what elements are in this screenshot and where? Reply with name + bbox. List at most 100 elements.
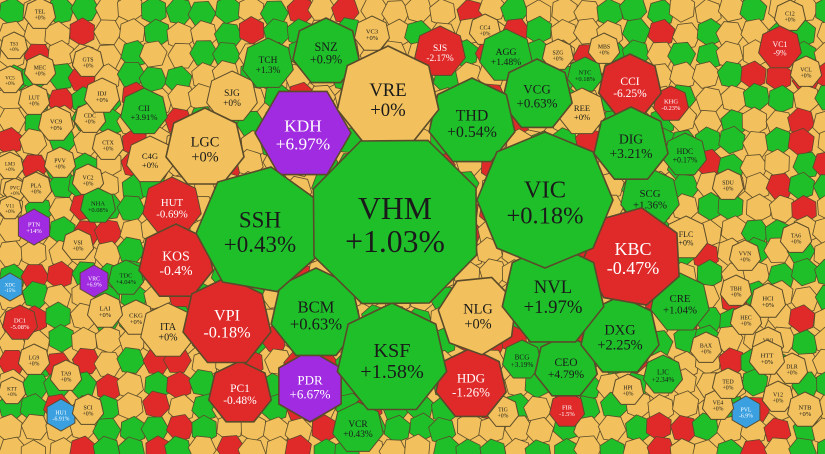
cell-shape [0, 65, 25, 94]
filler-tile [554, 438, 580, 454]
filler-tile [812, 174, 825, 200]
cell-shape [758, 25, 802, 69]
filler-tile [669, 438, 696, 454]
filler-tile [238, 16, 265, 45]
cell-shape [711, 168, 745, 200]
cell-shape [789, 55, 823, 87]
cell-vic[interactable]: VIC+0.18% [476, 131, 614, 269]
cell-vhm[interactable]: VHM+1.03% [312, 139, 478, 305]
filler-tile [791, 195, 817, 224]
cell-shape [749, 282, 787, 318]
filler-tile [718, 125, 746, 155]
cell-shape [120, 87, 168, 135]
cell-shape [182, 276, 272, 364]
cell-shape [336, 302, 448, 411]
filler-tile [714, 325, 744, 353]
filler-tile [816, 195, 825, 219]
cell-shape [728, 239, 762, 271]
filler-tile [763, 417, 792, 446]
filler-tile [814, 85, 825, 111]
filler-tile [504, 437, 531, 454]
filler-tile [619, 0, 648, 23]
cell-shape [17, 83, 51, 115]
filler-tile [313, 438, 339, 454]
filler-tile [524, 439, 551, 454]
filler-tile [815, 0, 825, 24]
filler-tile [429, 0, 457, 27]
cell-shape [414, 25, 466, 76]
filler-tile [140, 0, 167, 26]
filler-tile [404, 433, 431, 454]
filler-tile [816, 21, 825, 47]
cell-shape [242, 37, 294, 88]
cell-shape [37, 105, 75, 141]
filler-tile [816, 438, 825, 454]
cell-shape [312, 139, 478, 305]
filler-tile [599, 437, 625, 454]
cell-shape [207, 360, 273, 423]
cell-shape [0, 195, 23, 220]
filler-tile [164, 435, 192, 454]
cell-shape [79, 187, 117, 223]
filler-tile [116, 392, 144, 421]
filler-tile [116, 371, 144, 400]
filler-tile [817, 130, 825, 153]
cell-shape [17, 208, 51, 246]
filler-tile [166, 21, 194, 51]
cell-shape [1, 304, 39, 340]
cell-shape [61, 228, 95, 260]
filler-tile [813, 308, 825, 336]
filler-tile [20, 439, 46, 454]
cell-shape [548, 391, 586, 427]
cell-shape [19, 171, 53, 203]
cell-shape [501, 339, 543, 379]
filler-tile [284, 434, 312, 454]
cell-shape [332, 401, 384, 452]
cell-shape [17, 343, 51, 375]
filler-tile [814, 258, 825, 285]
cell-shape [587, 32, 621, 64]
filler-tile [668, 0, 696, 23]
filler-tile [117, 436, 145, 454]
cell-shape [0, 272, 23, 302]
filler-tile [71, 326, 98, 356]
cell-shape [86, 292, 124, 328]
cell-shape [642, 354, 684, 394]
filler-tile [811, 417, 825, 445]
cell-shape [611, 373, 645, 405]
cell-shape [663, 132, 707, 176]
filler-tile [788, 437, 817, 454]
filler-tile [596, 0, 624, 28]
cell-shape [91, 128, 125, 160]
cell-shape [719, 274, 753, 306]
filler-tile [741, 367, 769, 397]
cell-shape [0, 151, 25, 180]
filler-tile [187, 435, 217, 454]
cell-shape [43, 146, 77, 178]
cell-shape [83, 77, 121, 113]
cell-shape [476, 131, 614, 269]
filler-tile [479, 438, 507, 454]
filler-tile [455, 438, 482, 454]
cell-shape [501, 58, 573, 129]
filler-tile [92, 435, 120, 454]
cell-tel[interactable]: TEL+0% [23, 0, 57, 29]
cell-shape [292, 17, 360, 84]
cell-shape [49, 359, 83, 391]
cell-shape [786, 391, 824, 427]
cell-shape [711, 367, 745, 399]
filler-tile [812, 348, 825, 375]
cell-shape [23, 0, 57, 29]
cell-shape [689, 331, 723, 363]
filler-tile [18, 128, 48, 156]
filler-tile [741, 106, 768, 136]
cell-shape [165, 107, 245, 185]
filler-tile [331, 0, 360, 25]
cell-shape [0, 376, 27, 405]
cell-shape [0, 31, 29, 60]
cell-shape [779, 221, 813, 253]
cell-shape [761, 380, 795, 412]
